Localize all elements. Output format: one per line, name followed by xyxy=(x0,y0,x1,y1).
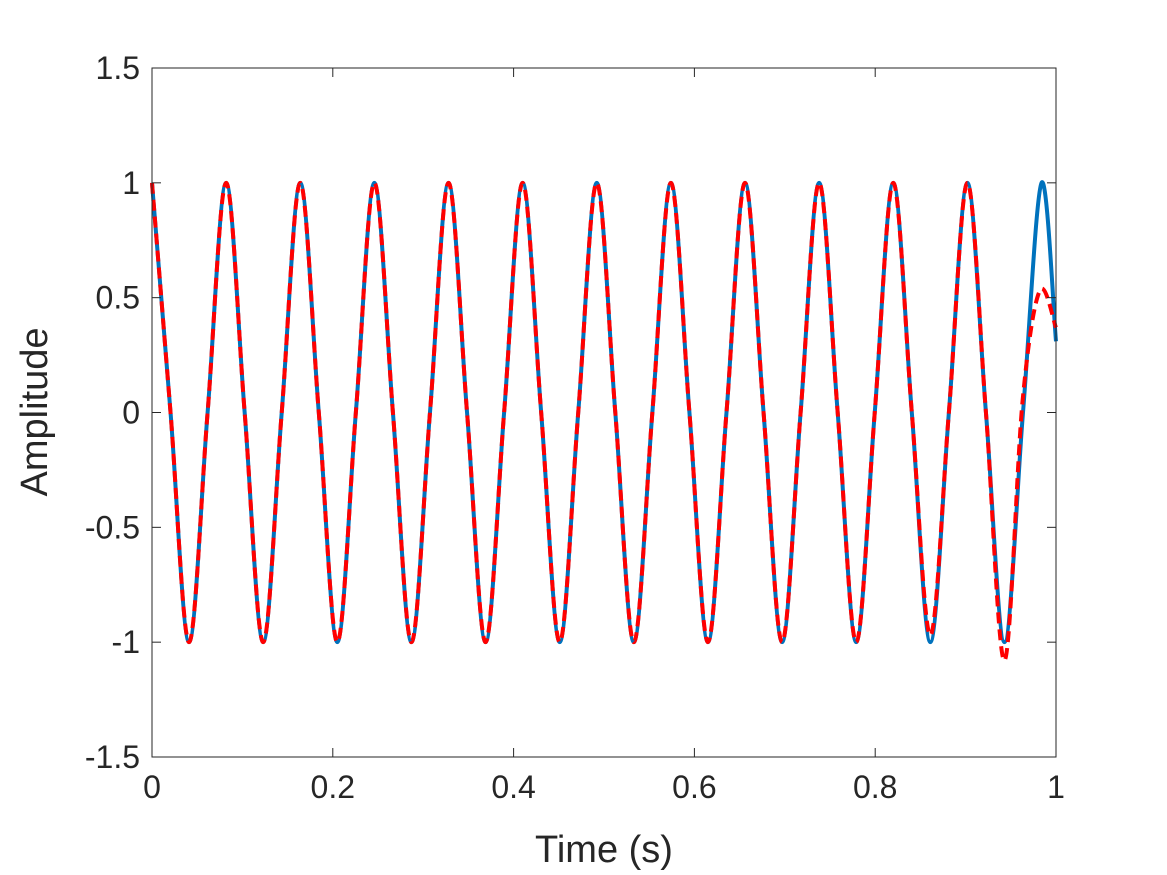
y-tick-label: 0.5 xyxy=(96,280,140,316)
x-tick-label: 1 xyxy=(1047,769,1065,805)
y-tick-label: -1.5 xyxy=(85,739,140,775)
x-tick-label: 0 xyxy=(143,769,161,805)
series-layer xyxy=(150,180,1058,663)
plot-area xyxy=(152,68,1056,757)
y-axis-label: Amplitude xyxy=(14,328,56,497)
x-tick-label: 0.4 xyxy=(491,769,535,805)
y-tick-label: 1.5 xyxy=(96,50,140,86)
y-tick-label: 0 xyxy=(122,395,140,431)
y-tick-label: -0.5 xyxy=(85,509,140,545)
x-tick-label: 0.6 xyxy=(672,769,716,805)
tick-layer: 0 0.2 0.4 0.6 0.8 1 -1.5 -1 -0.5 0 0.5 1 1.5 xyxy=(85,50,1065,805)
y-tick-label: -1 xyxy=(112,624,140,660)
series-line-2 xyxy=(150,180,1058,663)
x-axis-label: Time (s) xyxy=(535,829,673,871)
x-tick-label: 0.8 xyxy=(853,769,897,805)
x-tick-label: 0.2 xyxy=(311,769,355,805)
y-tick-label: 1 xyxy=(122,165,140,201)
